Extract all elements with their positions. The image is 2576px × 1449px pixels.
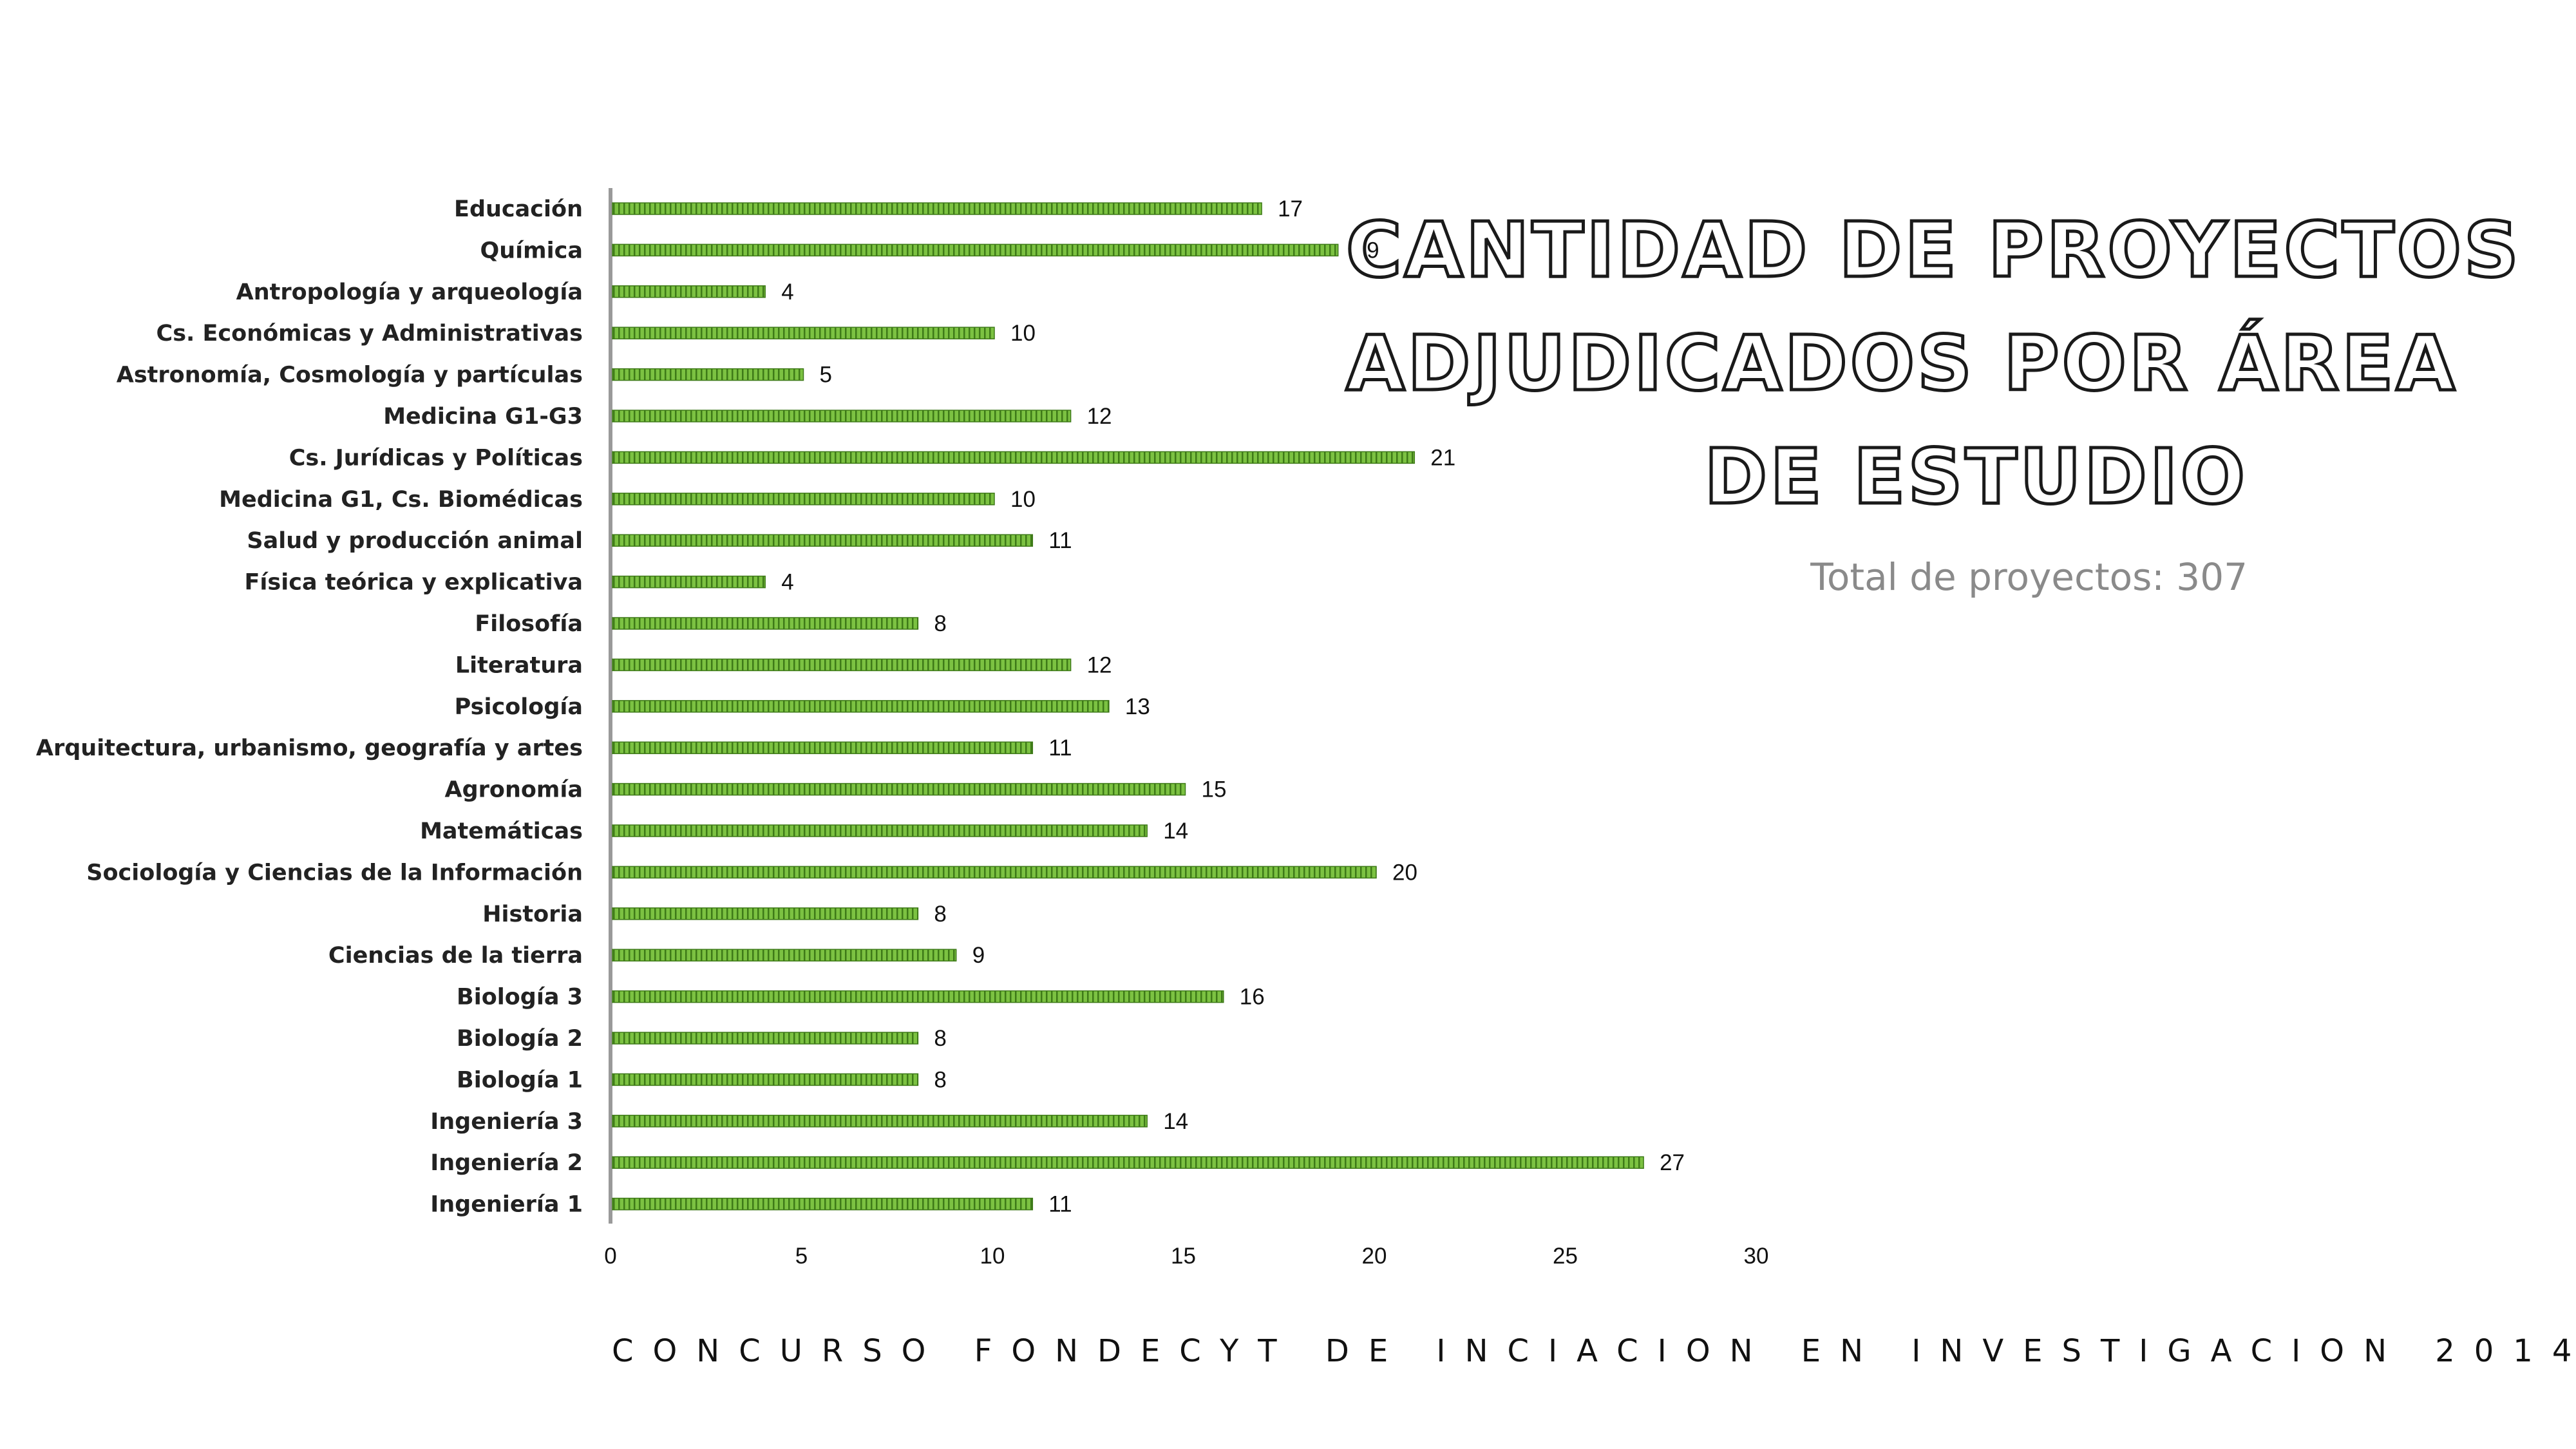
value-label: 4	[781, 570, 793, 595]
x-tick-label: 15	[1171, 1244, 1196, 1269]
bar-23	[612, 1115, 1148, 1128]
category-label: Ingeniería 3	[430, 1109, 583, 1135]
category-label: Medicina G1, Cs. Biomédicas	[219, 487, 583, 513]
value-label: 19	[1354, 238, 1379, 263]
bar-13	[612, 700, 1110, 713]
x-tick-label: 20	[1362, 1244, 1387, 1269]
bar-14	[612, 741, 1034, 754]
category-label: Psicología	[455, 694, 583, 720]
category-label: Biología 1	[457, 1067, 583, 1093]
bar-21	[612, 1032, 919, 1045]
value-label: 10	[1010, 487, 1036, 512]
category-label: Cs. Económicas y Administrativas	[156, 321, 583, 346]
category-label: Salud y producción animal	[247, 528, 583, 554]
value-label: 27	[1660, 1150, 1685, 1175]
value-label: 15	[1202, 777, 1227, 802]
value-label: 17	[1278, 196, 1303, 222]
category-labels: Educación Química Antropología y arqueolog…	[36, 196, 583, 1218]
bar-24	[612, 1156, 1644, 1169]
x-tick-label: 25	[1553, 1244, 1578, 1269]
bar-15	[612, 782, 1186, 796]
bar-20	[612, 990, 1224, 1003]
category-label: Astronomía, Cosmología y partículas	[117, 363, 583, 388]
value-label: 8	[934, 611, 946, 636]
chart-title-line-1: Cantidad de proyectos	[1345, 204, 2521, 296]
category-label: Física teórica y explicativa	[245, 570, 583, 596]
bar-1	[612, 202, 1262, 215]
category-label: Historia	[482, 902, 583, 927]
category-label: Educación	[454, 196, 583, 222]
x-tick-label: 10	[980, 1244, 1005, 1269]
bar-22	[612, 1073, 919, 1086]
x-tick-labels: 0 5 10 15 20 25 30	[604, 1244, 1768, 1269]
total-projects-subtitle: Total de proyectos: 307	[1810, 555, 2248, 599]
bar-16	[612, 824, 1148, 837]
value-label: 9	[972, 943, 985, 968]
value-label: 8	[934, 902, 946, 927]
value-label: 11	[1048, 735, 1072, 761]
value-label: 8	[934, 1026, 946, 1051]
bar-25	[612, 1197, 1034, 1211]
category-label: Arquitectura, urbanismo, geografía y art…	[36, 735, 583, 761]
value-label: 8	[934, 1067, 946, 1092]
chart-title: Cantidad de proyectos adjudicados por ár…	[1345, 193, 2521, 533]
contest-footer: CONCURSO FONDECYT DE INCIACION EN INVEST…	[612, 1333, 2576, 1369]
bar-17	[612, 866, 1377, 879]
chart-title-line-3: de estudio	[1703, 431, 2248, 523]
value-label: 16	[1240, 985, 1265, 1010]
value-label: 11	[1048, 528, 1072, 553]
value-label: 5	[820, 363, 832, 388]
bar-11	[612, 617, 919, 630]
category-label: Química	[480, 238, 583, 263]
bar-19	[612, 949, 957, 961]
x-tick-label: 5	[795, 1244, 808, 1269]
category-label: Ingeniería 2	[430, 1150, 583, 1176]
x-tick-label: 30	[1744, 1244, 1769, 1269]
bar-7	[612, 451, 1416, 464]
category-label: Biología 2	[457, 1026, 583, 1052]
value-label: 20	[1392, 860, 1417, 885]
value-label: 4	[781, 279, 793, 305]
bar-9	[612, 534, 1034, 547]
value-label: 21	[1430, 445, 1455, 470]
category-label: Cs. Jurídicas y Políticas	[289, 445, 583, 471]
value-label: 12	[1087, 404, 1112, 429]
bar-5	[612, 368, 804, 381]
bar-10	[612, 575, 766, 589]
x-tick-label: 0	[604, 1244, 616, 1269]
category-label: Agronomía	[445, 777, 583, 803]
category-label: Medicina G1-G3	[383, 404, 583, 430]
value-label: 14	[1163, 819, 1188, 844]
category-label: Ingeniería 1	[430, 1192, 583, 1218]
category-label: Ciencias de la tierra	[328, 943, 583, 969]
bars-layer	[612, 202, 1644, 1211]
bar-2	[612, 243, 1339, 257]
value-label: 12	[1087, 652, 1112, 677]
value-label: 10	[1010, 321, 1036, 346]
bar-8	[612, 493, 995, 506]
chart-title-line-2: adjudicados por área	[1345, 317, 2458, 410]
value-label: 14	[1163, 1109, 1188, 1134]
category-label: Biología 3	[457, 985, 583, 1010]
value-label: 13	[1125, 694, 1150, 719]
bar-6	[612, 410, 1072, 422]
category-label: Matemáticas	[420, 819, 583, 844]
bar-4	[612, 327, 995, 339]
bar-18	[612, 907, 919, 920]
value-labels: 17 19 4 10 5 12 21 10 11 4 8 12 13 11 15 14 20 8 9 16 8 8 14 27…	[781, 196, 1685, 1217]
category-label: Literatura	[455, 652, 583, 678]
category-label: Antropología y arqueología	[236, 279, 583, 305]
bar-3	[612, 285, 766, 298]
value-label: 11	[1048, 1192, 1072, 1217]
category-label: Sociología y Ciencias de la Información	[86, 860, 583, 886]
category-label: Filosofía	[475, 611, 583, 637]
bar-12	[612, 658, 1072, 672]
